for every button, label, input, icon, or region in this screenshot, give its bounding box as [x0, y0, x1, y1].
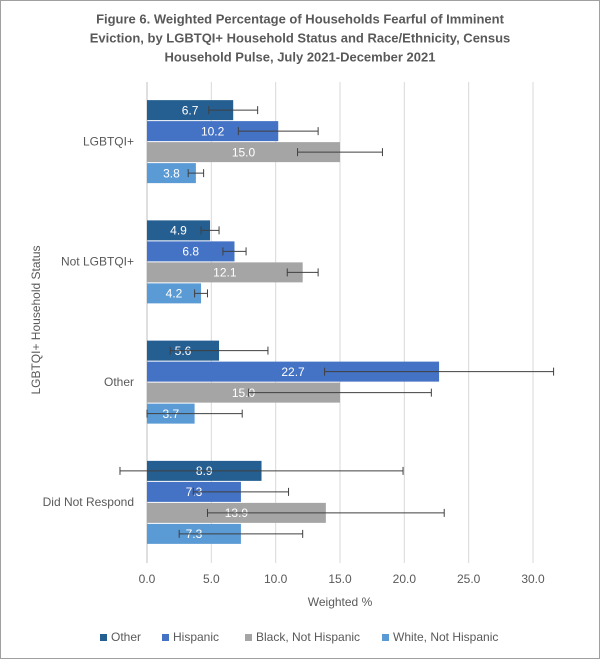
bar	[147, 100, 234, 121]
legend-label: Other	[111, 630, 141, 644]
bar	[147, 163, 196, 184]
y-tick-label: Other	[104, 375, 134, 389]
error-bar	[169, 346, 269, 355]
error-bar	[324, 367, 555, 376]
error-bar	[206, 508, 445, 517]
error-bar	[286, 268, 319, 277]
error-bar	[194, 289, 208, 298]
y-axis-label: LGBTQI+ Household Status	[29, 245, 43, 394]
error-bar	[237, 127, 319, 136]
error-bar	[208, 106, 259, 115]
value-label: 10.2	[201, 124, 225, 138]
chart-title: Household Pulse, July 2021-December 2021	[165, 49, 436, 64]
chart-title: Eviction, by LGBTQI+ Household Status an…	[90, 30, 511, 45]
legend-swatch	[100, 634, 107, 641]
value-label: 15.0	[232, 145, 256, 159]
value-label: 3.8	[163, 166, 180, 180]
legend-label: Black, Not Hispanic	[256, 630, 360, 644]
bar	[147, 361, 440, 382]
y-tick-label: LGBTQI+	[83, 134, 134, 148]
value-label: 15.0	[232, 386, 256, 400]
legend-swatch	[245, 634, 252, 641]
value-label: 12.1	[213, 266, 237, 280]
error-bar	[222, 247, 247, 256]
value-label: 4.9	[170, 224, 187, 238]
value-label: 6.8	[182, 245, 199, 259]
x-tick-label: 15.0	[328, 572, 352, 586]
bar	[147, 262, 303, 283]
bar	[147, 121, 279, 142]
error-bar	[119, 466, 404, 475]
bar	[147, 283, 202, 304]
x-tick-label: 25.0	[457, 572, 481, 586]
bar	[147, 241, 235, 262]
legend-swatch	[382, 634, 389, 641]
error-bar	[146, 409, 243, 418]
legend-label: Hispanic	[173, 630, 219, 644]
chart-title: Figure 6. Weighted Percentage of Househo…	[96, 11, 505, 26]
x-tick-label: 20.0	[393, 572, 417, 586]
value-label: 22.7	[281, 365, 305, 379]
error-bar	[178, 529, 304, 538]
bar	[147, 382, 340, 403]
x-tick-label: 10.0	[264, 572, 288, 586]
x-tick-label: 5.0	[203, 572, 220, 586]
legend-swatch	[162, 634, 169, 641]
error-bar	[297, 148, 383, 157]
error-bar	[200, 226, 220, 235]
bar	[147, 220, 211, 241]
error-bar	[187, 169, 205, 178]
y-tick-label: Not LGBTQI+	[61, 255, 134, 269]
y-tick-label: Did Not Respond	[43, 495, 134, 509]
x-axis-label: Weighted %	[308, 595, 373, 609]
x-tick-label: 30.0	[521, 572, 545, 586]
error-bar	[192, 487, 290, 496]
x-tick-label: 0.0	[139, 572, 156, 586]
value-label: 6.7	[182, 103, 199, 117]
bar	[147, 142, 340, 163]
legend-label: White, Not Hispanic	[393, 630, 498, 644]
value-label: 4.2	[166, 287, 183, 301]
error-bar	[248, 388, 432, 397]
